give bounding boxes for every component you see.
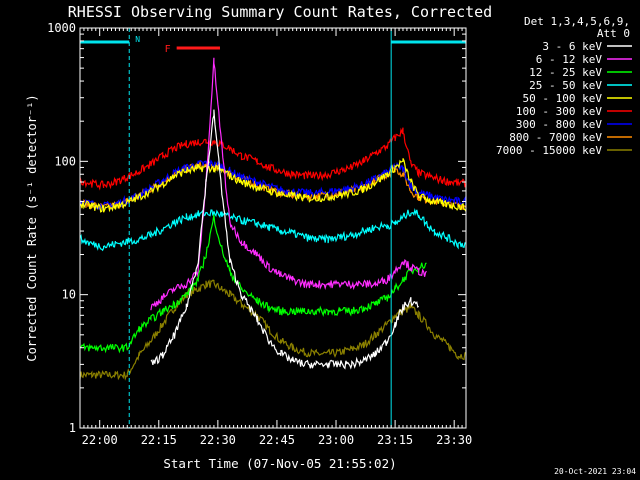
- x-tick-label: 22:00: [82, 433, 118, 447]
- x-tick-label: 23:00: [318, 433, 354, 447]
- legend-label: 300 - 800 keV: [516, 118, 602, 131]
- y-tick-label: 100: [54, 154, 76, 168]
- legend-header-line: Det 1,3,4,5,6,9,: [524, 15, 630, 28]
- legend-header: Det 1,3,4,5,6,9,Att 0: [524, 15, 630, 40]
- legend-label: 6 - 12 keV: [536, 53, 603, 66]
- series-line: [150, 57, 427, 311]
- legend-label: 3 - 6 keV: [542, 40, 602, 53]
- y-tick-label: 10: [62, 288, 76, 302]
- x-tick-label: 22:15: [141, 433, 177, 447]
- chart-title: RHESSI Observing Summary Count Rates, Co…: [68, 3, 492, 21]
- series-line: [79, 158, 467, 213]
- x-axis-label: Start Time (07-Nov-05 21:55:02): [163, 456, 396, 471]
- series-layer: [79, 57, 467, 381]
- x-tick-label: 22:30: [200, 433, 236, 447]
- plot-frame: [79, 27, 467, 429]
- timestamp-label: 20-Oct-2021 23:04: [554, 467, 636, 476]
- series-line: [79, 207, 467, 252]
- series-line: [79, 214, 427, 354]
- legend-label: 50 - 100 keV: [523, 92, 603, 105]
- y-axis-label: Corrected Count Rate (s⁻¹ detector⁻¹): [25, 94, 39, 361]
- series-line: [150, 109, 420, 370]
- flare-label: F: [165, 44, 171, 55]
- y-tick-label: 1000: [47, 21, 76, 35]
- x-tick-label: 23:30: [436, 433, 472, 447]
- legend-label: 25 - 50 keV: [529, 79, 602, 92]
- legend-label: 100 - 300 keV: [516, 105, 602, 118]
- series-line: [79, 127, 467, 191]
- y-tick-label: 1: [69, 421, 76, 435]
- x-tick-label: 22:45: [259, 433, 295, 447]
- legend-label: 7000 - 15000 keV: [496, 144, 602, 157]
- x-tick-label: 23:15: [377, 433, 413, 447]
- legend-label: 800 - 7000 keV: [509, 131, 602, 144]
- night-label: N: [135, 35, 140, 44]
- legend-header-line: Att 0: [597, 27, 630, 40]
- legend-label: 12 - 25 keV: [529, 66, 602, 79]
